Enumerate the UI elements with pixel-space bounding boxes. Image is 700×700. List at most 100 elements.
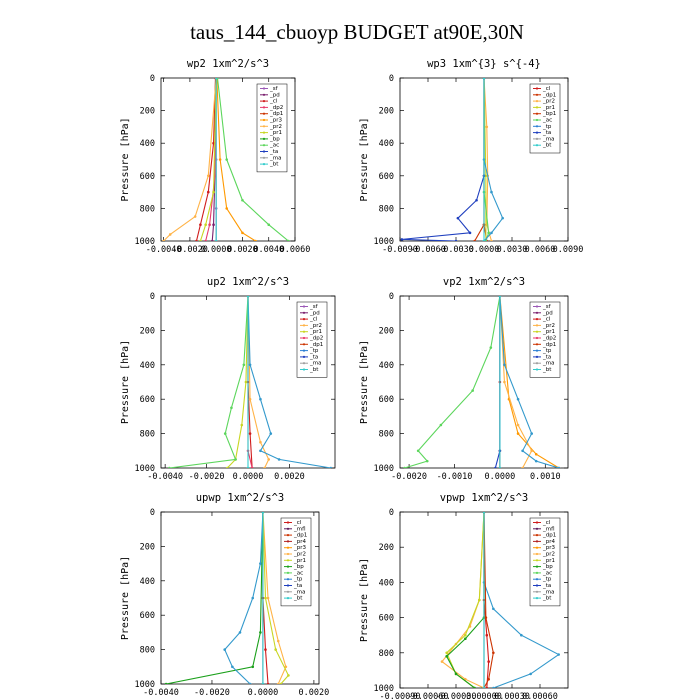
legend-marker: [535, 93, 539, 96]
legend-box: [529, 83, 561, 154]
x-tick-label: -0.0030: [438, 245, 474, 255]
y-tick-label: 600: [140, 172, 155, 182]
y-tick-label: 400: [140, 361, 155, 371]
legend-entry: _bt: [293, 596, 303, 602]
series-point_pr2: [485, 125, 489, 129]
series-point_pr2: [267, 458, 271, 461]
series-point_bp: [259, 631, 262, 634]
y-tick-label: 0: [150, 508, 155, 518]
y-tick-label: 1000: [374, 684, 394, 694]
legend-marker: [286, 590, 290, 593]
series-point_tp: [329, 466, 333, 468]
legend-box: [529, 301, 561, 378]
series-point_pr1: [464, 633, 467, 637]
legend-marker: [535, 144, 539, 147]
series-point_bt: [261, 682, 265, 684]
series-point_tp: [503, 363, 506, 367]
series-point_pr2: [276, 639, 280, 643]
series-point_pr1: [478, 598, 481, 602]
legend-entry: _pr3: [269, 118, 283, 124]
series-point_pr2: [168, 233, 172, 236]
series-point_dp2: [250, 466, 254, 468]
series-point_pr1: [244, 380, 248, 384]
x-tick-label: -0.0020: [194, 688, 230, 698]
legend-marker: [262, 131, 266, 134]
y-tick-label: 800: [140, 646, 155, 656]
series-point_pr1: [484, 174, 488, 178]
y-tick-label: 1000: [374, 464, 394, 474]
legend-entry: _ac: [269, 143, 279, 149]
legend-marker: [286, 571, 290, 575]
series-point_bp: [445, 655, 448, 658]
series-point_ta: [468, 231, 472, 235]
y-axis-label: Pressure [hPa]: [359, 117, 370, 201]
panel-title: upwp 1xm^2/s^3: [196, 492, 285, 504]
series-line_pr2: [163, 78, 217, 241]
legend-marker: [262, 163, 266, 166]
legend-entry: _bt: [269, 162, 279, 168]
legend-marker: [535, 106, 539, 109]
series-point_dp2: [204, 239, 207, 241]
series-point_bp: [164, 682, 168, 684]
legend-entry: _ma: [309, 361, 321, 367]
x-tick-label: -0.0040: [147, 472, 183, 482]
panel-title: wp3 1xm^{3} s^{-4}: [427, 58, 541, 70]
series-point_pr2: [276, 682, 280, 684]
legend-marker: [286, 597, 290, 600]
legend-marker: [535, 87, 539, 90]
plot-frame: [160, 77, 296, 242]
series-group: [400, 78, 504, 241]
legend-entry: _ma: [293, 589, 305, 595]
legend-box: [280, 517, 312, 607]
y-axis-label: Pressure [hPa]: [359, 340, 370, 424]
legend-marker: [535, 597, 539, 600]
y-axis-label: Pressure [hPa]: [120, 117, 131, 201]
legend-marker: [302, 362, 306, 365]
y-tick-label: 200: [379, 326, 394, 336]
series-point_tp: [238, 631, 242, 634]
legend-marker: [535, 330, 539, 333]
legend-marker: [302, 349, 306, 352]
y-tick-label: 200: [379, 543, 394, 553]
y-tick-label: 0: [150, 292, 155, 302]
series-point_pr3: [241, 231, 244, 235]
legend-entry: _dp1: [542, 92, 556, 98]
series-point_tp: [529, 672, 532, 676]
series-point_pr3: [225, 207, 228, 210]
y-axis-label: Pressure [hPa]: [359, 558, 370, 642]
legend-entry: _ac: [542, 118, 552, 124]
series-point_pr1: [516, 423, 520, 427]
series-line_pr1: [199, 78, 217, 241]
legend-marker: [262, 106, 266, 109]
series-point_pr2: [193, 215, 197, 218]
legend-box: [296, 301, 328, 378]
legend-entry: _cl: [309, 317, 318, 323]
legend-entry: _dp2: [542, 336, 556, 342]
x-tick-label: 0.0020: [227, 245, 258, 255]
series-point_pr1: [530, 449, 533, 453]
series-point_tp: [501, 216, 504, 220]
legend-entry: _pr1: [269, 130, 282, 136]
legend-marker: [262, 87, 266, 90]
legend-entry: _bt: [309, 367, 319, 373]
legend-marker: [535, 546, 539, 549]
series-point_cl: [264, 648, 267, 651]
x-tick-label: -0.0020: [172, 245, 208, 255]
x-tick-label: 0.0000: [201, 245, 232, 255]
panel-title: vpwp 1xm^2/s^3: [440, 492, 529, 504]
series-line_dp1: [474, 78, 485, 241]
series-point_tp: [490, 190, 493, 194]
x-tick-label: 0.0020: [299, 688, 330, 698]
x-tick-label: -0.0010: [437, 472, 473, 482]
series-point_bp: [464, 637, 467, 641]
series-point_tp: [490, 231, 493, 235]
legend-marker: [262, 93, 266, 96]
y-tick-label: 1000: [135, 680, 155, 690]
legend-marker: [535, 118, 539, 122]
y-tick-label: 0: [389, 74, 394, 84]
series-line_tp: [224, 512, 264, 684]
series-point_pd: [212, 223, 215, 226]
series-point_tp: [534, 459, 538, 463]
legend-marker: [535, 552, 539, 556]
series-line_bp: [165, 512, 264, 684]
